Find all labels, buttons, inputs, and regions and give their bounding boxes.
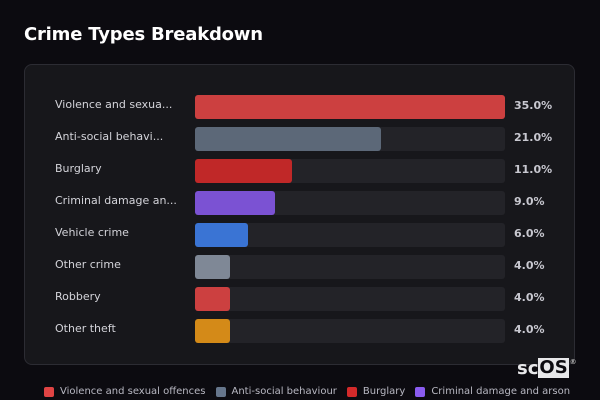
legend-item[interactable]: Burglary	[346, 386, 406, 397]
bar-fill[interactable]	[195, 191, 275, 215]
bar-fill[interactable]	[195, 255, 231, 279]
bar-fill[interactable]	[195, 223, 249, 247]
legend-swatch-icon	[415, 386, 426, 397]
registered-icon: ®	[569, 358, 577, 366]
bar-label: Robbery	[55, 290, 101, 303]
bar-label: Other theft	[55, 322, 116, 335]
bar-value: 6.0%	[514, 227, 545, 240]
bar-track	[195, 287, 505, 311]
bar-row: Violence and sexua... 35.0%	[25, 95, 574, 119]
bar-value: 21.0%	[514, 131, 553, 144]
legend-label: Violence and sexual offences	[60, 386, 206, 397]
bar-value: 35.0%	[514, 99, 553, 112]
bar-label: Criminal damage an...	[55, 194, 177, 207]
bar-row: Anti-social behavi... 21.0%	[25, 127, 574, 151]
bar-value: 9.0%	[514, 195, 545, 208]
legend-item[interactable]: Anti-social behaviour	[215, 386, 337, 397]
bar-label: Violence and sexua...	[55, 98, 173, 111]
page-title: Crime Types Breakdown	[24, 24, 263, 45]
bar-value: 4.0%	[514, 291, 545, 304]
bar-label: Anti-social behavi...	[55, 130, 164, 143]
bar-row: Vehicle crime 6.0%	[25, 223, 574, 247]
logo-sc: sc	[517, 358, 539, 379]
bar-track	[195, 191, 505, 215]
bar-fill[interactable]	[195, 319, 231, 343]
bar-value: 4.0%	[514, 259, 545, 272]
bar-label: Vehicle crime	[55, 226, 129, 239]
legend-label: Burglary	[362, 386, 406, 397]
legend-swatch-icon	[346, 386, 357, 397]
bar-track	[195, 255, 505, 279]
bar-track	[195, 95, 505, 119]
bar-row: Burglary 11.0%	[25, 159, 574, 183]
bar-label: Burglary	[55, 162, 102, 175]
scos-logo: sc OS ®	[517, 357, 577, 380]
bar-row: Other theft 4.0%	[25, 319, 574, 343]
bar-fill[interactable]	[195, 287, 231, 311]
bar-value: 4.0%	[514, 323, 545, 336]
bar-row: Robbery 4.0%	[25, 287, 574, 311]
bar-track	[195, 127, 505, 151]
chart-legend: Violence and sexual offences Anti-social …	[44, 386, 580, 397]
logo-os: OS	[538, 357, 569, 378]
bar-fill[interactable]	[195, 127, 381, 151]
chart-card: Violence and sexua... 35.0% Anti-social be…	[24, 64, 575, 365]
bar-row: Criminal damage an... 9.0%	[25, 191, 574, 215]
legend-item[interactable]: Violence and sexual offences	[44, 386, 206, 397]
bar-row: Other crime 4.0%	[25, 255, 574, 279]
bar-value: 11.0%	[514, 163, 553, 176]
bar-track	[195, 159, 505, 183]
bar-track	[195, 319, 505, 343]
legend-swatch-icon	[44, 386, 54, 397]
bar-label: Other crime	[55, 258, 121, 271]
bar-fill[interactable]	[195, 95, 505, 119]
bar-track	[195, 223, 505, 247]
bar-fill[interactable]	[195, 159, 293, 183]
legend-label: Criminal damage and arson	[431, 386, 571, 397]
legend-item[interactable]: Criminal damage and arson	[415, 386, 570, 397]
legend-swatch-icon	[215, 386, 226, 397]
legend-label: Anti-social behaviour	[231, 386, 337, 397]
